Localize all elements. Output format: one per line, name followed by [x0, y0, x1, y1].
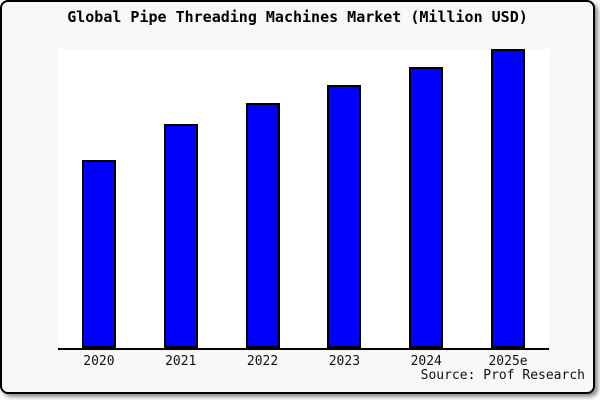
bar-2025e — [491, 49, 526, 348]
bar-2020 — [81, 159, 116, 348]
bar-slot — [140, 49, 222, 348]
x-tick-label: 2025e — [488, 354, 528, 369]
x-tick-label: 2020 — [83, 354, 115, 369]
x-tick-label: 2021 — [165, 354, 197, 369]
x-axis-labels: 2020 2021 2022 2023 2024 2025e — [58, 354, 549, 369]
bar-slot — [385, 49, 467, 348]
bar-slot — [303, 49, 385, 348]
source-credit: Source: Prof Research — [420, 368, 585, 383]
bar-2023 — [327, 84, 362, 348]
bar-2021 — [163, 123, 198, 348]
bar-slot — [58, 49, 140, 348]
bar-slot — [467, 49, 549, 348]
chart-title: Global Pipe Threading Machines Market (M… — [67, 8, 528, 26]
figure-card: Global Pipe Threading Machines Market (M… — [0, 0, 595, 394]
plot-area — [58, 49, 549, 350]
x-tick-label: 2023 — [328, 354, 361, 369]
x-tick-label: 2022 — [246, 354, 279, 369]
bar-slot — [222, 49, 304, 348]
bar-2022 — [245, 102, 280, 348]
bar-2024 — [409, 67, 444, 348]
x-tick-label: 2024 — [410, 354, 442, 369]
